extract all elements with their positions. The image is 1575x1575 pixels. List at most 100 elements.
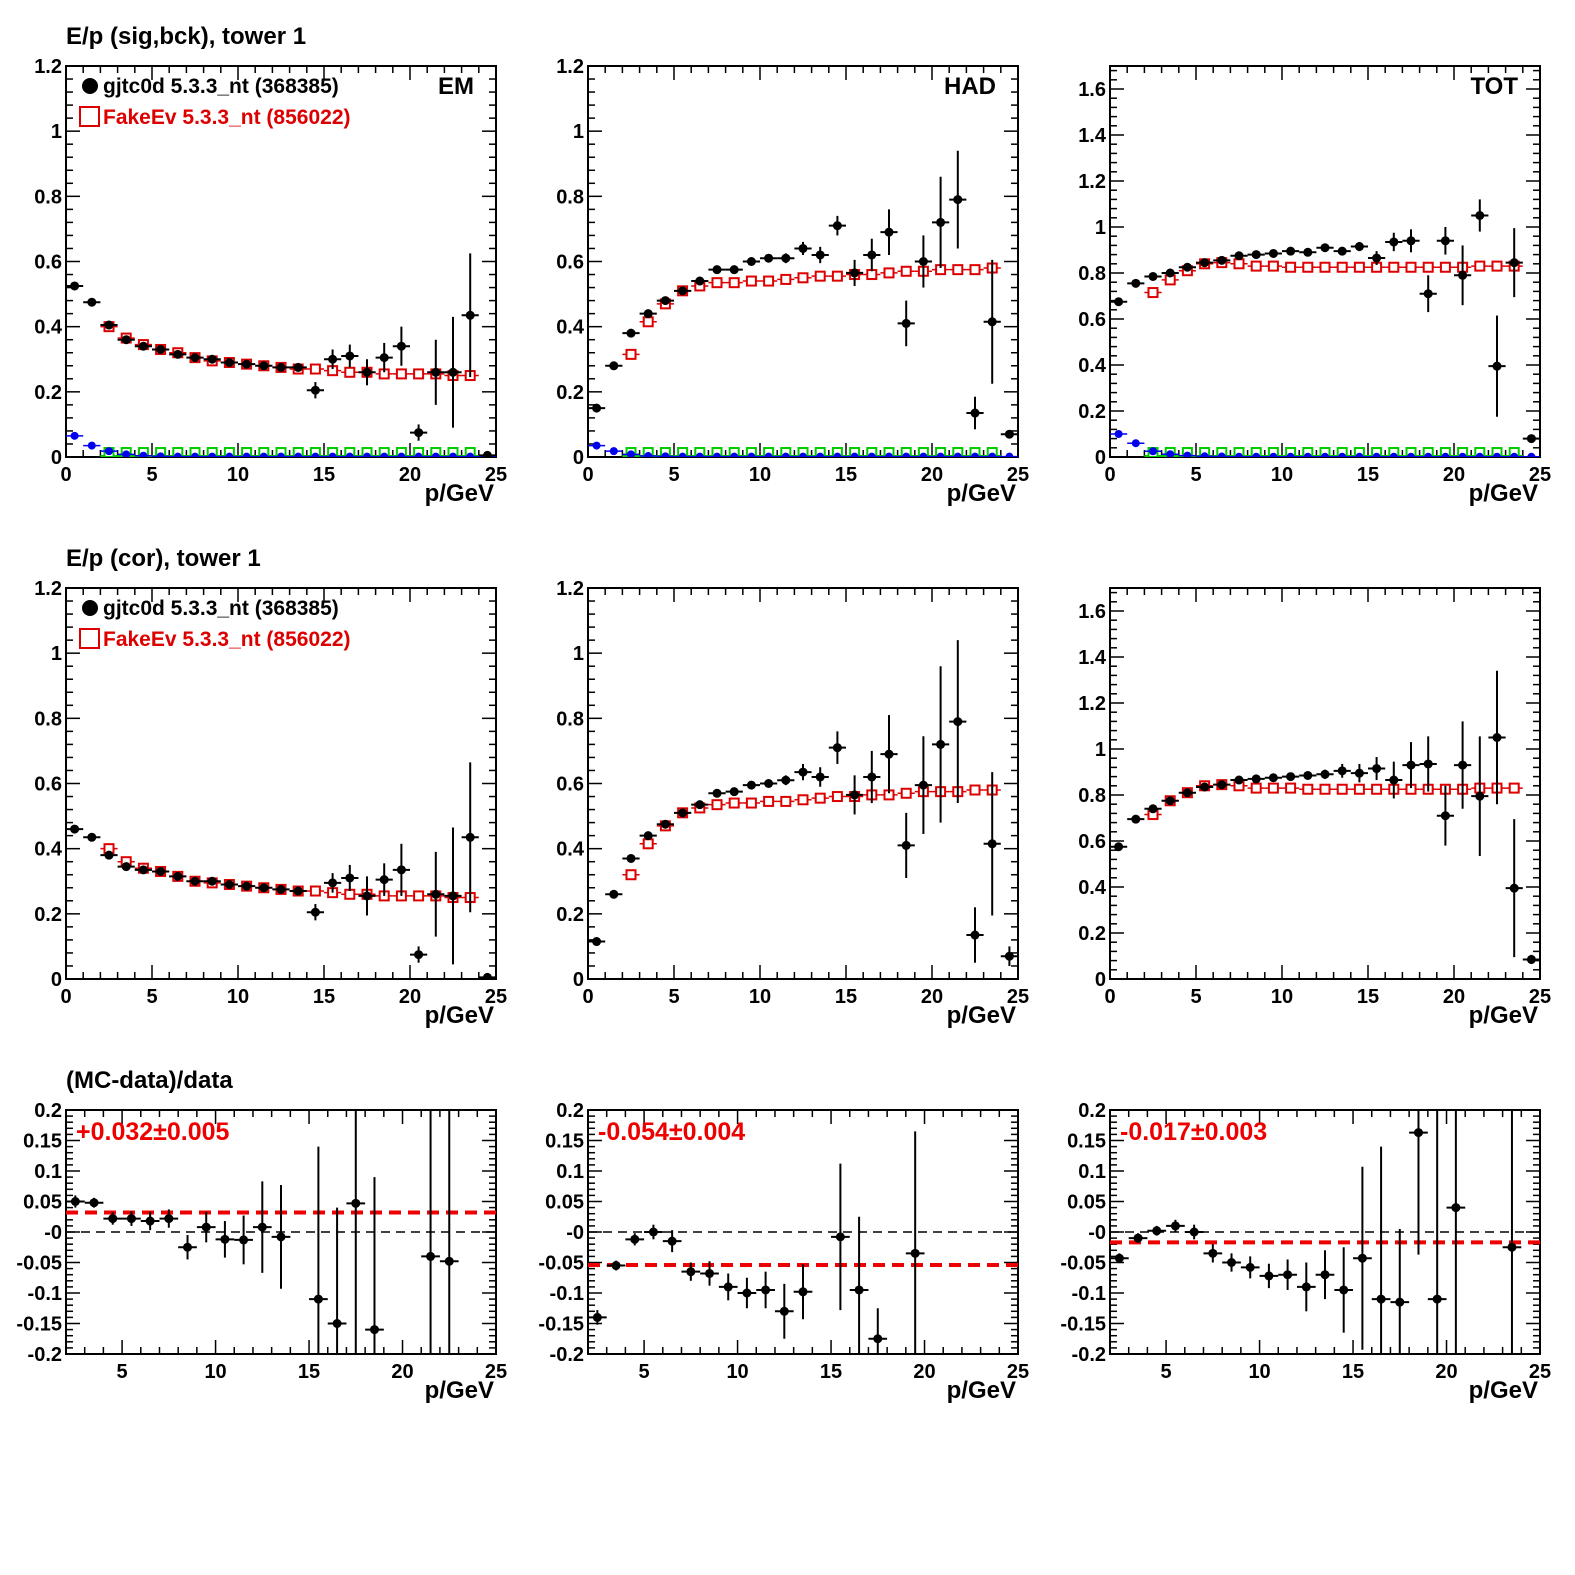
y-tick-label: 1 — [1095, 739, 1106, 761]
bck-point — [328, 452, 337, 457]
marks — [1110, 199, 1540, 457]
mc-point — [1439, 261, 1451, 273]
y-tick-label: -0.1 — [1072, 1283, 1106, 1305]
mc-bck-point — [797, 447, 809, 457]
data-point — [126, 1214, 136, 1224]
mc-bck-point — [447, 447, 459, 457]
x-tick-label: 0 — [1104, 986, 1115, 1008]
data-point — [1234, 251, 1244, 261]
data-point — [1182, 262, 1192, 272]
data-point — [121, 862, 131, 872]
mc-point — [1250, 260, 1262, 272]
data-point — [1268, 248, 1278, 258]
mc-point — [1233, 258, 1245, 270]
data-point — [293, 362, 303, 372]
y-tick-label: 1.2 — [34, 578, 62, 600]
mc-bck-point — [866, 447, 878, 457]
data-point — [332, 1319, 342, 1328]
data-point — [1301, 1282, 1311, 1292]
x-tick-label: 20 — [913, 1361, 935, 1383]
bck-point — [713, 452, 721, 457]
y-tick-label: 0 — [1095, 969, 1106, 991]
data-point — [686, 1267, 696, 1277]
y-tick-label: -0 — [44, 1222, 62, 1244]
data-point — [592, 937, 602, 947]
data-point — [1133, 1233, 1143, 1243]
mc-point — [413, 890, 425, 902]
y-tick-label: 0.8 — [556, 186, 584, 208]
plot-frame — [587, 65, 1019, 458]
data-point — [431, 889, 441, 899]
fit-value-label: +0.032±0.005 — [76, 1118, 230, 1146]
bck-point — [919, 452, 928, 457]
legend-mc-label: FakeEv 5.3.3_nt (856022) — [103, 106, 351, 129]
data-point — [987, 839, 997, 849]
mc-point — [728, 277, 740, 289]
y-tick-label: 0.15 — [1067, 1131, 1106, 1153]
legend-data-label: gjtc0d 5.3.3_nt (368385) — [103, 597, 339, 620]
marks — [1110, 670, 1540, 965]
data-point — [220, 1234, 230, 1244]
mc-bck-point — [464, 447, 476, 457]
data-point — [145, 1216, 155, 1226]
data-point — [1507, 1242, 1517, 1252]
bck-point — [156, 452, 165, 457]
y-tick-label: 0.8 — [556, 708, 584, 730]
x-tick-label: 10 — [749, 986, 771, 1008]
data-point — [1372, 764, 1382, 774]
data-point — [1458, 270, 1468, 280]
data-point — [1114, 297, 1124, 307]
y-tick-label: -0.15 — [16, 1314, 62, 1336]
y-tick-label: 1.6 — [1078, 601, 1106, 623]
data-point — [1354, 768, 1364, 778]
row-title-sig-bck: E/p (sig,bck), tower 1 — [66, 23, 306, 50]
data-point — [369, 1325, 379, 1335]
x-tick-label: 20 — [391, 1361, 413, 1383]
y-tick-label: 0.2 — [34, 382, 62, 404]
data-point — [345, 873, 355, 883]
bck-point — [627, 450, 635, 457]
bck-point — [764, 452, 773, 457]
data-point — [970, 408, 980, 418]
fit-value-label: -0.054±0.004 — [598, 1118, 745, 1146]
y-tick-label: 0.1 — [34, 1161, 62, 1183]
marks — [66, 253, 496, 457]
mc-bck-point — [1491, 447, 1503, 457]
mc-point — [763, 275, 775, 287]
data-point — [1131, 814, 1141, 824]
mc-point — [1474, 260, 1486, 272]
mc-bck-point — [900, 447, 912, 457]
bck-point — [242, 452, 251, 457]
mc-bck-point — [1250, 447, 1262, 457]
mc-point — [1267, 260, 1279, 272]
data-point — [742, 1288, 752, 1298]
x-axis-label: p/GeV — [425, 480, 494, 507]
mc-point — [728, 797, 740, 809]
x-tick-label: 20 — [399, 464, 421, 486]
y-tick-label: 0.6 — [34, 252, 62, 274]
mc-bck-point — [1336, 447, 1348, 457]
data-point — [1286, 246, 1296, 256]
marks — [66, 762, 496, 979]
data-point — [798, 1287, 808, 1297]
data-point — [201, 1222, 211, 1232]
data-point — [592, 403, 602, 413]
x-tick-label: 5 — [1161, 1361, 1172, 1383]
bck-point — [1493, 452, 1501, 457]
bck-point — [139, 451, 148, 457]
y-tick-label: 0.4 — [556, 839, 585, 861]
mc-point — [413, 368, 425, 380]
x-tick-label: 10 — [1248, 1361, 1270, 1383]
mc-bck-point — [241, 447, 253, 457]
x-tick-label: 15 — [835, 986, 857, 1008]
x-tick-label: 10 — [227, 986, 249, 1008]
mc-bck-point — [694, 447, 706, 457]
data-point — [1286, 772, 1296, 782]
marks — [1110, 1110, 1540, 1354]
mc-point — [711, 277, 723, 289]
data-point — [626, 853, 636, 863]
panel-ratio-tot: 5 10 15 20 25 -0.2 -0.15 -0.1 -0.05 -0 0.05 0.1 0.15… — [1060, 1100, 1551, 1404]
data-point — [362, 367, 372, 377]
data-point — [1406, 760, 1416, 770]
